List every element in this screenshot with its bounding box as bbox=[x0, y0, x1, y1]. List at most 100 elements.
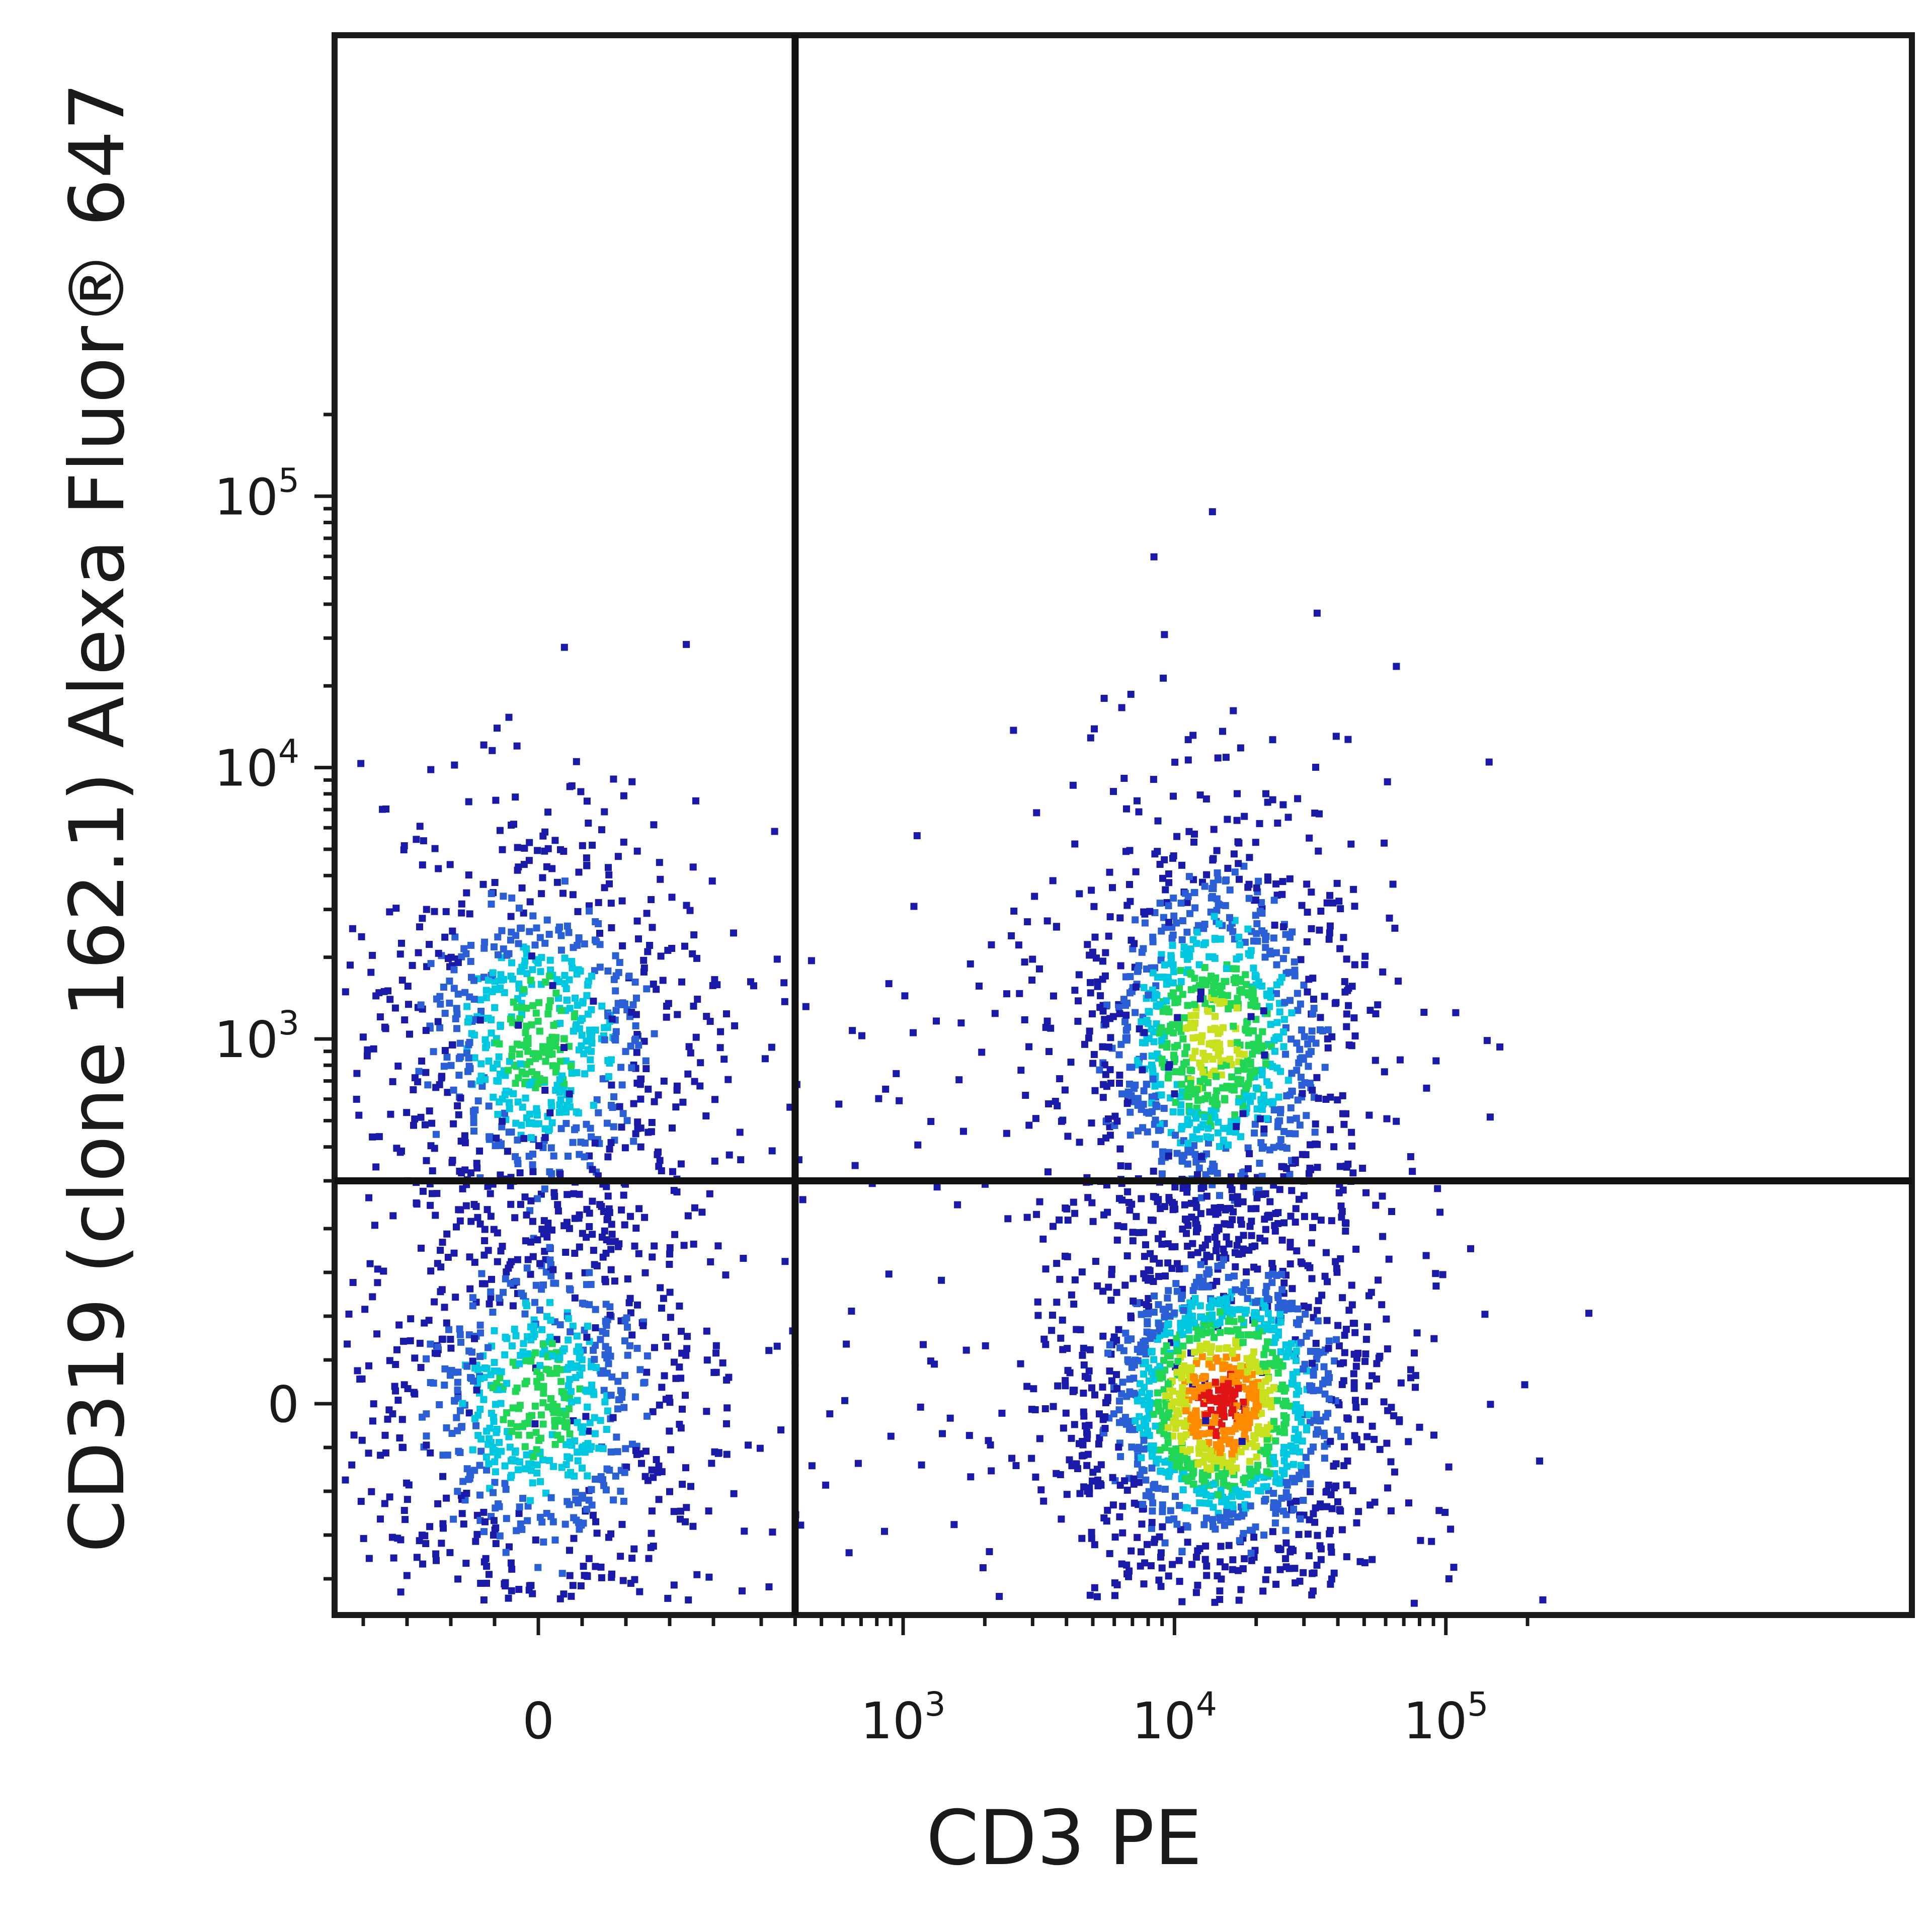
event-dot bbox=[1246, 1359, 1253, 1366]
event-dot bbox=[676, 1363, 683, 1371]
event-dot bbox=[1341, 978, 1348, 985]
event-dot bbox=[1310, 996, 1317, 1003]
event-dot bbox=[1293, 1114, 1300, 1122]
event-dot bbox=[643, 985, 651, 993]
event-dot bbox=[398, 1443, 406, 1451]
event-dot bbox=[683, 640, 690, 648]
event-dot bbox=[1144, 1020, 1152, 1027]
event-dot bbox=[1361, 961, 1369, 969]
event-dot bbox=[1344, 736, 1352, 743]
event-dot bbox=[1247, 1550, 1255, 1557]
event-dot bbox=[1485, 758, 1493, 766]
event-dot bbox=[618, 1123, 625, 1131]
event-dot bbox=[512, 1080, 519, 1087]
event-dot bbox=[1202, 1411, 1210, 1419]
event-dot bbox=[522, 1029, 529, 1036]
event-dot bbox=[1196, 791, 1204, 799]
event-dot bbox=[1266, 1360, 1274, 1367]
event-dot bbox=[723, 1420, 730, 1427]
event-dot bbox=[1107, 1034, 1114, 1041]
event-dot bbox=[524, 1517, 531, 1524]
event-dot bbox=[1321, 1455, 1328, 1462]
event-dot bbox=[1407, 1153, 1414, 1160]
event-dot bbox=[469, 1294, 476, 1302]
event-dot bbox=[1106, 1341, 1113, 1348]
event-dot bbox=[1246, 854, 1253, 861]
event-dot bbox=[477, 1060, 485, 1068]
event-dot bbox=[526, 1081, 533, 1089]
event-dot bbox=[1231, 1111, 1239, 1118]
event-dot bbox=[471, 1054, 478, 1062]
event-dot bbox=[416, 923, 423, 931]
event-dot bbox=[1345, 1002, 1352, 1009]
event-dot bbox=[516, 1051, 523, 1058]
event-dot bbox=[1273, 981, 1280, 989]
event-dot bbox=[1239, 1339, 1247, 1346]
event-dot bbox=[1405, 1438, 1412, 1445]
event-dot bbox=[1181, 1201, 1188, 1209]
event-dot bbox=[459, 1185, 466, 1192]
event-dot bbox=[1182, 1431, 1190, 1438]
event-dot bbox=[1343, 1010, 1350, 1018]
event-dot bbox=[1324, 1044, 1332, 1052]
event-dot bbox=[1150, 1309, 1158, 1316]
event-dot bbox=[841, 1397, 849, 1404]
event-dot bbox=[1157, 1081, 1164, 1088]
event-dot bbox=[473, 1531, 481, 1538]
event-dot bbox=[1150, 776, 1157, 783]
event-dot bbox=[1148, 1519, 1156, 1526]
event-dot bbox=[1271, 1500, 1279, 1507]
event-dot bbox=[1249, 1526, 1256, 1534]
event-dot bbox=[1341, 1331, 1348, 1339]
event-dot bbox=[472, 1202, 480, 1210]
event-dot bbox=[1071, 987, 1079, 994]
event-dot bbox=[527, 977, 534, 984]
event-dot bbox=[1452, 1009, 1460, 1016]
event-dot bbox=[1142, 1476, 1150, 1484]
event-dot bbox=[768, 1043, 775, 1051]
event-dot bbox=[1235, 839, 1243, 847]
event-dot bbox=[1085, 1367, 1093, 1375]
event-dot bbox=[1284, 1077, 1292, 1084]
event-dot bbox=[1176, 1502, 1183, 1509]
event-dot bbox=[1193, 940, 1200, 947]
event-dot bbox=[1144, 1276, 1152, 1284]
dots-layer bbox=[342, 508, 1592, 1607]
event-dot bbox=[1173, 1458, 1180, 1466]
event-dot bbox=[1205, 1139, 1212, 1147]
event-dot bbox=[437, 1263, 445, 1271]
event-dot bbox=[489, 1309, 497, 1316]
event-dot bbox=[549, 1266, 557, 1273]
event-dot bbox=[736, 1129, 744, 1136]
event-dot bbox=[1389, 880, 1397, 888]
event-dot bbox=[1144, 1393, 1152, 1401]
event-dot bbox=[384, 1415, 391, 1423]
event-dot bbox=[669, 1168, 676, 1175]
event-dot bbox=[517, 1520, 524, 1527]
event-dot bbox=[513, 1423, 521, 1430]
event-dot bbox=[1216, 1143, 1223, 1150]
event-dot bbox=[570, 1535, 578, 1542]
event-dot bbox=[1291, 967, 1299, 974]
event-dot bbox=[483, 1041, 491, 1049]
event-dot bbox=[481, 1364, 489, 1372]
event-dot bbox=[539, 874, 546, 881]
event-dot bbox=[547, 1395, 554, 1402]
event-dot bbox=[1212, 1247, 1220, 1254]
event-dot bbox=[1179, 991, 1186, 998]
event-dot bbox=[1341, 1443, 1348, 1451]
event-dot bbox=[1369, 1556, 1376, 1563]
event-dot bbox=[703, 1356, 711, 1364]
event-dot bbox=[566, 1501, 573, 1508]
event-dot bbox=[1008, 1455, 1016, 1462]
event-dot bbox=[1240, 1476, 1247, 1483]
event-dot bbox=[578, 1364, 586, 1372]
event-dot bbox=[496, 1439, 503, 1446]
event-dot bbox=[1303, 1424, 1310, 1431]
event-dot bbox=[1164, 1027, 1172, 1035]
event-dot bbox=[1279, 878, 1286, 886]
event-dot bbox=[1158, 1170, 1166, 1178]
event-dot bbox=[596, 963, 604, 971]
event-dot bbox=[556, 1170, 564, 1178]
event-dot bbox=[1141, 1029, 1148, 1036]
